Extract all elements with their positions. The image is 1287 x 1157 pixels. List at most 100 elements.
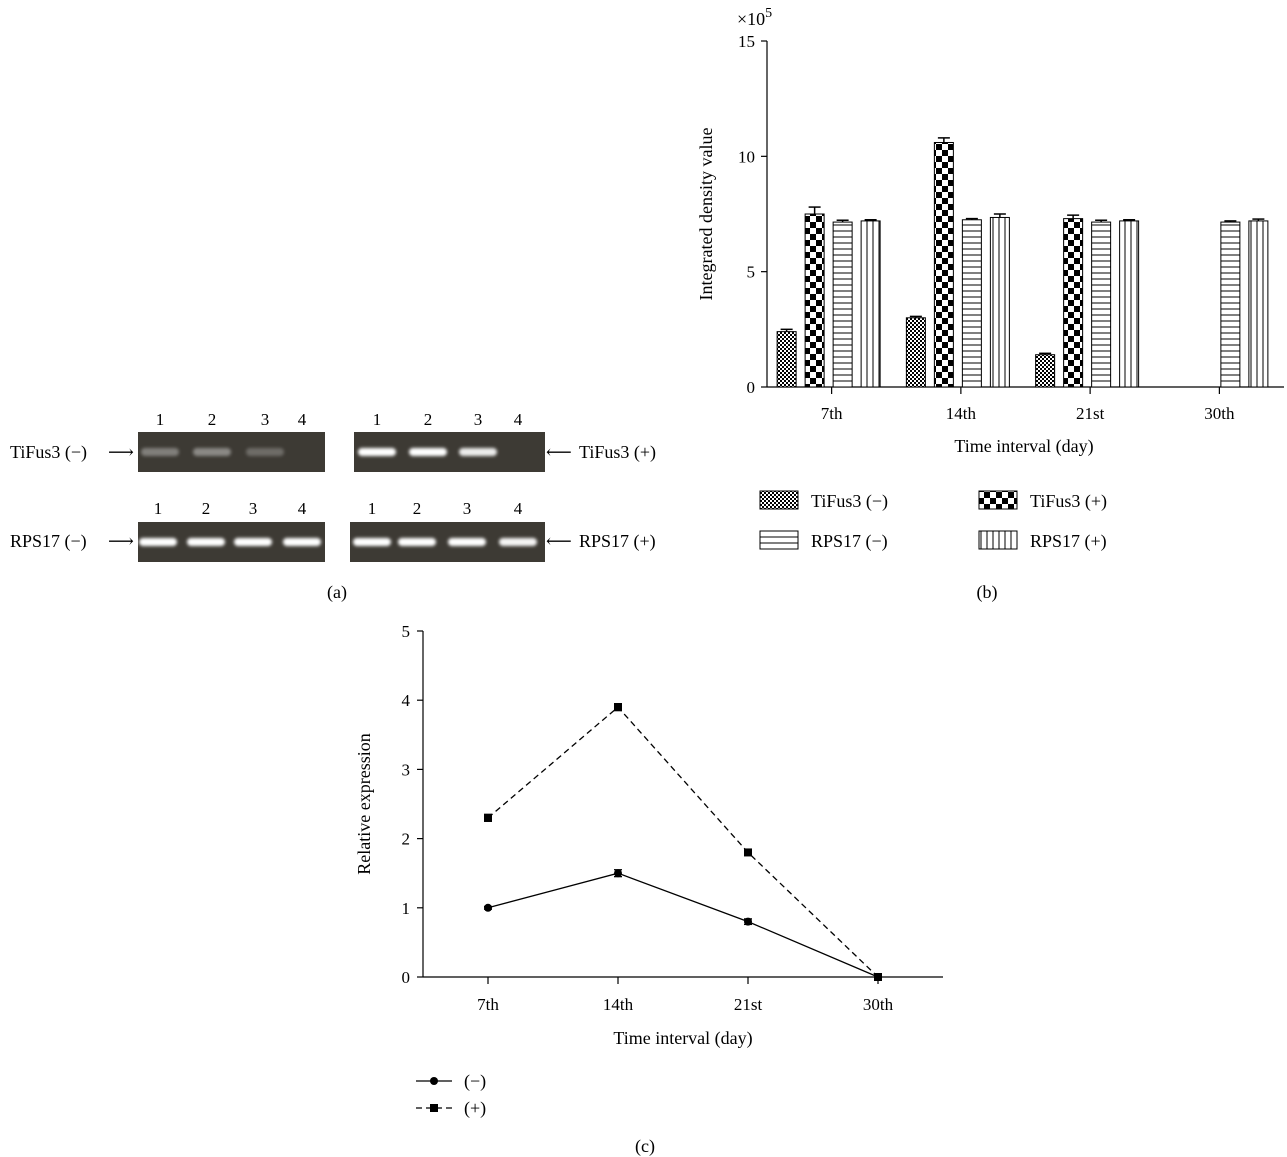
legend-marker xyxy=(430,1077,438,1085)
bar xyxy=(962,220,981,387)
lane-number: 3 xyxy=(261,410,270,429)
lane-number: 2 xyxy=(424,410,433,429)
bar xyxy=(1249,221,1268,387)
lane-number: 4 xyxy=(514,410,523,429)
panel-b-xlabel: Time interval (day) xyxy=(954,436,1093,457)
gel-band xyxy=(193,448,231,456)
legend-swatch xyxy=(979,491,1017,509)
gel-row-label: TiFus3 (+) xyxy=(579,442,656,463)
gel-band xyxy=(358,448,396,456)
gel-band xyxy=(499,538,537,546)
x-tick-label: 21st xyxy=(734,995,763,1014)
x-tick-label: 7th xyxy=(477,995,499,1014)
y-tick-label: 2 xyxy=(402,830,411,849)
bar xyxy=(1092,222,1111,387)
gel-band xyxy=(398,538,436,546)
legend-label: RPS17 (+) xyxy=(1030,531,1107,552)
x-tick-label: 30th xyxy=(863,995,894,1014)
gel-row-label: RPS17 (+) xyxy=(579,531,656,552)
lane-number: 3 xyxy=(474,410,483,429)
lane-number: 1 xyxy=(373,410,382,429)
y-tick-label: 15 xyxy=(738,32,755,51)
gel-band xyxy=(283,538,321,546)
legend-label: TiFus3 (−) xyxy=(811,491,888,512)
arrow-right-icon: ⟶ xyxy=(108,531,134,551)
arrow-right-icon: ⟶ xyxy=(108,442,134,462)
lane-number: 2 xyxy=(208,410,217,429)
bar xyxy=(861,221,880,387)
y-tick-label: 3 xyxy=(402,760,411,779)
gel-band xyxy=(141,448,179,456)
lane-number: 4 xyxy=(514,499,523,518)
lane-number: 1 xyxy=(154,499,163,518)
gel-band xyxy=(409,448,447,456)
bar xyxy=(1120,221,1139,387)
arrow-left-icon: ⟵ xyxy=(546,531,572,551)
series-line xyxy=(488,873,878,977)
panel-b-scale-base: ×10 xyxy=(737,9,765,29)
gel-band xyxy=(187,538,225,546)
panel-b-caption: (b) xyxy=(977,582,998,603)
panel-c-caption: (c) xyxy=(635,1136,655,1157)
data-point xyxy=(744,918,752,926)
lane-number: 1 xyxy=(368,499,377,518)
panel-a-gels: 1 2 3 4 1 2 3 4 1 2 3 4 1 2 3 4 TiFus3 (−) ⟶ RPS17 (−) ⟶ ⟵ Ti… xyxy=(10,410,656,562)
bar xyxy=(1036,355,1055,387)
lane-number: 1 xyxy=(156,410,165,429)
gel-band xyxy=(139,538,177,546)
y-tick-label: 5 xyxy=(747,263,756,282)
gel-band xyxy=(353,538,391,546)
lane-number: 4 xyxy=(298,410,307,429)
bar xyxy=(833,222,852,387)
data-point xyxy=(874,973,882,981)
x-tick-label: 21st xyxy=(1076,404,1105,423)
legend-label: (−) xyxy=(464,1071,486,1092)
panel-c-xlabel: Time interval (day) xyxy=(613,1028,752,1049)
panel-b-ylabel: Integrated density value xyxy=(696,128,716,301)
legend-label: (+) xyxy=(464,1098,486,1119)
gel-band xyxy=(234,538,272,546)
y-tick-label: 1 xyxy=(402,899,411,918)
legend-swatch xyxy=(979,531,1017,549)
legend-marker xyxy=(430,1104,438,1112)
gel-band xyxy=(246,448,284,456)
panel-a-caption: (a) xyxy=(327,582,347,603)
legend-swatch xyxy=(760,491,798,509)
data-point xyxy=(744,848,752,856)
gel-band xyxy=(459,448,497,456)
panel-b-scale-label: ×105 xyxy=(737,6,772,29)
lane-number: 3 xyxy=(249,499,258,518)
y-tick-label: 0 xyxy=(402,968,411,987)
bar xyxy=(777,332,796,387)
bar xyxy=(934,142,953,387)
lane-number: 2 xyxy=(202,499,211,518)
legend-swatch xyxy=(760,531,798,549)
bar xyxy=(1064,219,1083,387)
data-point xyxy=(614,869,622,877)
lane-number: 2 xyxy=(413,499,422,518)
data-point xyxy=(484,814,492,822)
arrow-left-icon: ⟵ xyxy=(546,442,572,462)
x-tick-label: 14th xyxy=(946,404,977,423)
panel-b-bar-chart: 0 5 10 15 7th 14th 21st 30th TiFus3 (−) TiFus3 (+… xyxy=(738,32,1284,552)
x-tick-label: 14th xyxy=(603,995,634,1014)
legend-label: RPS17 (−) xyxy=(811,531,888,552)
y-tick-label: 4 xyxy=(402,691,411,710)
legend-label: TiFus3 (+) xyxy=(1030,491,1107,512)
data-point xyxy=(614,703,622,711)
panel-c-ylabel: Relative expression xyxy=(354,733,374,874)
x-tick-label: 30th xyxy=(1204,404,1235,423)
lane-number: 3 xyxy=(463,499,472,518)
gel-band xyxy=(448,538,486,546)
gel-row-label: RPS17 (−) xyxy=(10,531,87,552)
y-tick-label: 5 xyxy=(402,622,411,641)
panel-b-scale-exponent: 5 xyxy=(765,6,772,21)
bar xyxy=(805,214,824,387)
data-point xyxy=(484,904,492,912)
series-line xyxy=(488,707,878,977)
bar xyxy=(990,217,1009,387)
lane-number: 4 xyxy=(298,499,307,518)
gel-row-label: TiFus3 (−) xyxy=(10,442,87,463)
bar xyxy=(906,318,925,387)
